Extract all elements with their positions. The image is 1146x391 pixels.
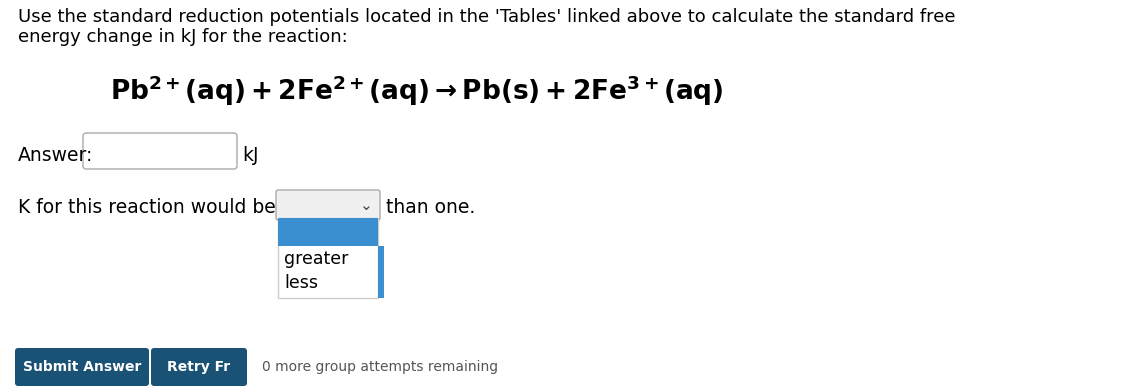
Text: $\bf{Pb^{2+}(aq) + 2Fe^{2+}(aq) \rightarrow Pb(s) + 2Fe^{3+}(aq)}$: $\bf{Pb^{2+}(aq) + 2Fe^{2+}(aq) \rightar… — [110, 73, 723, 108]
Text: K for this reaction would be: K for this reaction would be — [18, 198, 276, 217]
Text: ⌄: ⌄ — [360, 197, 372, 212]
Text: Retry Fr: Retry Fr — [167, 360, 230, 374]
Text: than one.: than one. — [386, 198, 476, 217]
Text: 0 more group attempts remaining: 0 more group attempts remaining — [262, 360, 499, 374]
Text: kJ: kJ — [242, 146, 259, 165]
FancyBboxPatch shape — [276, 190, 380, 220]
Text: Submit Answer: Submit Answer — [23, 360, 141, 374]
FancyBboxPatch shape — [278, 218, 378, 298]
FancyBboxPatch shape — [378, 246, 384, 298]
FancyBboxPatch shape — [278, 218, 378, 246]
Text: greater: greater — [284, 250, 348, 268]
Text: Use the standard reduction potentials located in the 'Tables' linked above to ca: Use the standard reduction potentials lo… — [18, 8, 956, 26]
FancyBboxPatch shape — [151, 348, 248, 386]
FancyBboxPatch shape — [15, 348, 149, 386]
Text: Answer:: Answer: — [18, 146, 93, 165]
Text: energy change in kJ for the reaction:: energy change in kJ for the reaction: — [18, 28, 347, 46]
Text: less: less — [284, 274, 317, 292]
FancyBboxPatch shape — [83, 133, 237, 169]
